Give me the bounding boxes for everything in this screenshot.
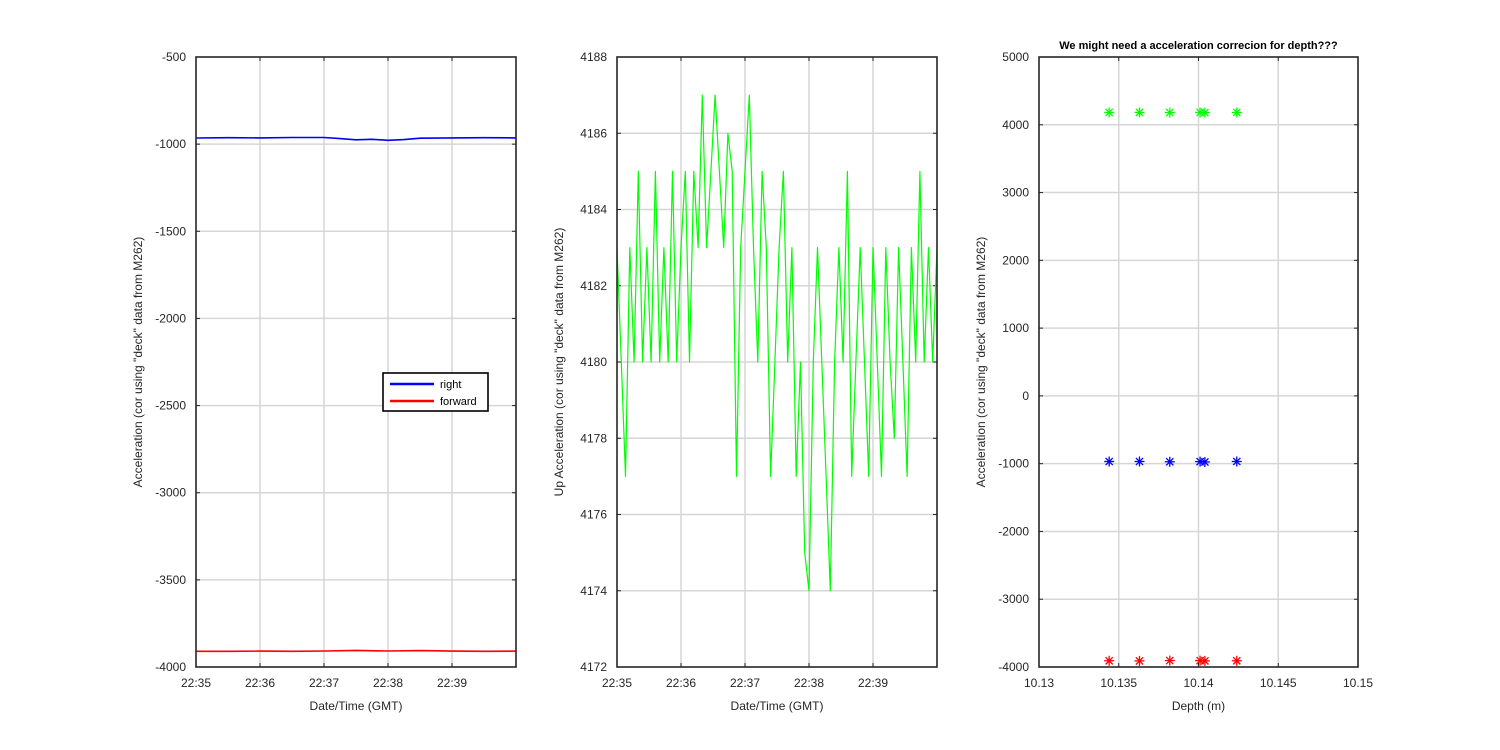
series-line-up: [617, 94, 937, 592]
y-tick-label: -1500: [155, 224, 186, 238]
data-point: [1199, 107, 1210, 118]
x-tick-label: 10.14: [1183, 676, 1213, 690]
x-tick-label: 22:37: [309, 676, 339, 690]
data-point: [1134, 456, 1145, 467]
axes-box: [195, 56, 517, 668]
x-axis-label: Date/Time (GMT): [310, 699, 403, 713]
marker-stroke: [1165, 457, 1174, 466]
plot-series-group: [1104, 107, 1242, 666]
y-tick-label: 3000: [1002, 186, 1029, 200]
y-tick-label: -2000: [155, 311, 186, 325]
y-tick-label: 4178: [580, 431, 607, 445]
data-point: [1134, 107, 1145, 118]
x-axis-label: Depth (m): [1172, 699, 1225, 713]
data-point: [1164, 107, 1175, 118]
y-tick-label: 0: [1022, 389, 1029, 403]
y-tick-label: 4174: [580, 584, 607, 598]
data-point: [1134, 655, 1145, 666]
x-tick-label: 22:37: [730, 676, 760, 690]
y-tick-label: 4186: [580, 126, 607, 140]
y-tick-label: -3000: [155, 486, 186, 500]
marker-stroke: [1105, 108, 1114, 117]
y-tick-label: -2000: [998, 524, 1029, 538]
y-axis-label: Acceleration (cor using "deck" data from…: [131, 237, 145, 488]
y-axis-label: Acceleration (cor using "deck" data from…: [974, 237, 988, 488]
x-axis-label: Date/Time (GMT): [731, 699, 824, 713]
data-point: [1199, 655, 1210, 666]
marker-stroke: [1165, 108, 1174, 117]
y-tick-label: -500: [162, 50, 186, 64]
x-tick-label: 10.145: [1260, 676, 1297, 690]
y-tick-label: 1000: [1002, 321, 1029, 335]
y-tick-label: -2500: [155, 399, 186, 413]
y-tick-label: 4184: [580, 203, 607, 217]
y-tick-label: -1000: [155, 137, 186, 151]
data-point: [1231, 655, 1242, 666]
marker-stroke: [1165, 656, 1174, 665]
chart-panel-2: 22:35 22:36 22:37 22:38 22:39 4172 4174 4176 417…: [552, 50, 938, 713]
data-point: [1164, 655, 1175, 666]
legend-box: [382, 372, 489, 412]
marker-stroke: [1200, 457, 1209, 467]
marker-stroke: [1135, 656, 1144, 665]
y-tick-label: -4000: [998, 660, 1029, 674]
marker-stroke: [1105, 656, 1114, 665]
chart-title: We might need a acceleration correcion f…: [1059, 40, 1338, 52]
data-point: [1104, 655, 1115, 666]
x-tick-label: 22:36: [666, 676, 696, 690]
x-tick-label: 10.13: [1024, 676, 1054, 690]
x-tick-label: 22:39: [858, 676, 888, 690]
y-tick-label: 4172: [580, 660, 607, 674]
marker-stroke: [1105, 457, 1114, 466]
data-point: [1231, 107, 1242, 118]
marker-stroke: [1232, 656, 1241, 665]
panels: 22:35 22:36 22:37 22:38 22:39 -4000 -3500 -3000…: [131, 40, 1373, 713]
marker-stroke: [1232, 457, 1241, 466]
legend-label-right: right: [440, 379, 461, 391]
plot-area: [196, 57, 516, 667]
chart-panel-3: 10.13 10.135 10.14 10.145 10.15 -4000 -3000 -20…: [974, 40, 1373, 713]
x-tick-label: 22:38: [794, 676, 824, 690]
marker-stroke: [1135, 457, 1144, 466]
data-point: [1231, 456, 1242, 467]
data-point: [1104, 456, 1115, 467]
series-line-right: [196, 136, 516, 142]
plot-series-group: [617, 94, 937, 592]
legend: right forward: [382, 372, 489, 412]
x-tick-label: 22:36: [245, 676, 275, 690]
y-tick-label: -1000: [998, 457, 1029, 471]
y-tick-label: 4176: [580, 508, 607, 522]
x-tick-label: 22:35: [181, 676, 211, 690]
y-tick-label: 4000: [1002, 118, 1029, 132]
y-axis-label: Up Acceleration (cor using "deck" data f…: [552, 228, 566, 497]
marker-stroke: [1200, 656, 1209, 665]
y-tick-label: 2000: [1002, 253, 1029, 267]
x-tick-label: 10.15: [1343, 676, 1373, 690]
data-point: [1104, 107, 1115, 118]
y-tick-label: 4182: [580, 279, 607, 293]
marker-stroke: [1200, 108, 1209, 117]
y-tick-label: -3000: [998, 592, 1029, 606]
marker-stroke: [1232, 108, 1241, 117]
data-point: [1164, 456, 1175, 467]
y-tick-label: -3500: [155, 573, 186, 587]
data-point: [1199, 456, 1210, 467]
x-tick-label: 22:35: [602, 676, 632, 690]
y-tick-label: 4188: [580, 50, 607, 64]
series-line-forward: [196, 649, 516, 653]
x-tick-label: 10.135: [1100, 676, 1137, 690]
y-tick-label: 4180: [580, 355, 607, 369]
y-tick-label: -4000: [155, 660, 186, 674]
axes-box: [616, 56, 938, 668]
x-tick-label: 22:39: [437, 676, 467, 690]
marker-stroke: [1135, 108, 1144, 117]
axes-box: [1038, 56, 1359, 668]
y-tick-label: 5000: [1002, 50, 1029, 64]
x-tick-label: 22:38: [373, 676, 403, 690]
chart-panel-1: 22:35 22:36 22:37 22:38 22:39 -4000 -3500 -3000…: [131, 50, 517, 713]
plot-series-group: [196, 136, 516, 653]
legend-label-forward: forward: [440, 396, 477, 408]
